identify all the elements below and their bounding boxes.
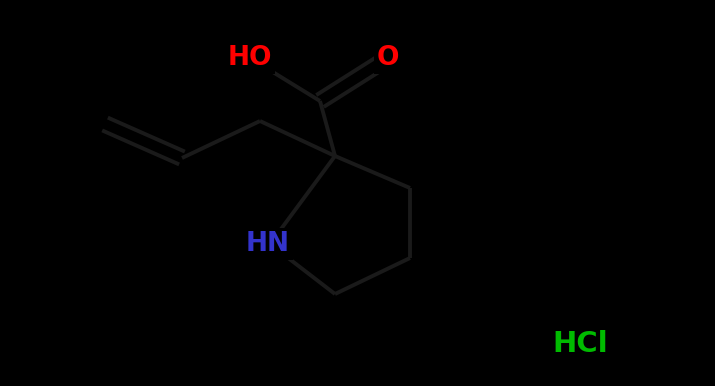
Text: HN: HN — [246, 231, 290, 257]
Text: HO: HO — [228, 45, 272, 71]
Text: O: O — [377, 45, 399, 71]
Text: HCl: HCl — [552, 330, 608, 358]
